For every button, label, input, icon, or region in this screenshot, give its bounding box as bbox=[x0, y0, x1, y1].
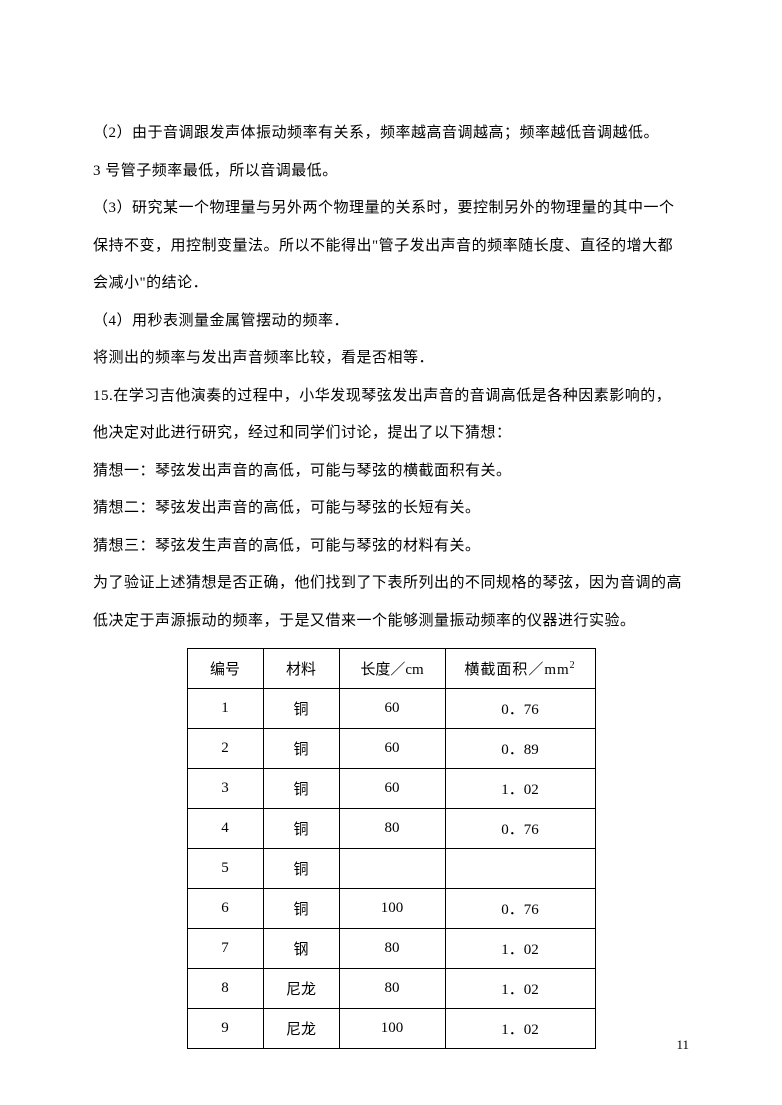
table-body: 1铜600．762铜600．893铜601．024铜800．765铜6铜1000… bbox=[187, 689, 595, 1049]
paragraph: 保持不变，用控制变量法。所以不能得出"管子发出声音的频率随长度、直径的增大都 bbox=[93, 228, 689, 266]
cell-material: 尼龙 bbox=[263, 969, 339, 1009]
cell-area: 0．76 bbox=[445, 689, 595, 729]
page-number: 11 bbox=[676, 1037, 689, 1053]
string-specs-table: 编号 材料 长度／cm 横截面积／mm2 1铜600．762铜600．893铜6… bbox=[187, 648, 596, 1049]
cell-area: 1．02 bbox=[445, 929, 595, 969]
cell-material: 铜 bbox=[263, 889, 339, 929]
paragraph: （2）由于音调跟发声体振动频率有关系，频率越高音调越高；频率越低音调越低。 bbox=[93, 115, 689, 153]
cell-area: 1．02 bbox=[445, 1009, 595, 1049]
header-material: 材料 bbox=[263, 649, 339, 689]
cell-id: 4 bbox=[187, 809, 263, 849]
cell-material: 铜 bbox=[263, 769, 339, 809]
cell-id: 5 bbox=[187, 849, 263, 889]
cell-length: 60 bbox=[339, 689, 445, 729]
paragraph: 3 号管子频率最低，所以音调最低。 bbox=[93, 153, 689, 191]
paragraph: 他决定对此进行研究，经过和同学们讨论，提出了以下猜想： bbox=[93, 415, 689, 453]
table-row: 4铜800．76 bbox=[187, 809, 595, 849]
table-header-row: 编号 材料 长度／cm 横截面积／mm2 bbox=[187, 649, 595, 689]
table-row: 8尼龙801．02 bbox=[187, 969, 595, 1009]
cell-length: 80 bbox=[339, 809, 445, 849]
table-row: 9尼龙1001．02 bbox=[187, 1009, 595, 1049]
header-area: 横截面积／mm2 bbox=[445, 649, 595, 689]
paragraph: 为了验证上述猜想是否正确，他们找到了下表所列出的不同规格的琴弦，因为音调的高 bbox=[93, 565, 689, 603]
cell-length bbox=[339, 849, 445, 889]
cell-length: 100 bbox=[339, 889, 445, 929]
cell-material: 铜 bbox=[263, 689, 339, 729]
cell-material: 铜 bbox=[263, 849, 339, 889]
cell-id: 3 bbox=[187, 769, 263, 809]
table-row: 5铜 bbox=[187, 849, 595, 889]
paragraph: 会减小"的结论． bbox=[93, 265, 689, 303]
paragraph: 猜想三：琴弦发生声音的高低，可能与琴弦的材料有关。 bbox=[93, 528, 689, 566]
cell-length: 80 bbox=[339, 969, 445, 1009]
cell-area: 1．02 bbox=[445, 969, 595, 1009]
paragraph: 15.在学习吉他演奏的过程中，小华发现琴弦发出声音的音调高低是各种因素影响的， bbox=[93, 378, 689, 416]
paragraph: （3）研究某一个物理量与另外两个物理量的关系时，要控制另外的物理量的其中一个 bbox=[93, 190, 689, 228]
cell-area: 1．02 bbox=[445, 769, 595, 809]
cell-id: 1 bbox=[187, 689, 263, 729]
cell-id: 2 bbox=[187, 729, 263, 769]
paragraph: 猜想一：琴弦发出声音的高低，可能与琴弦的横截面积有关。 bbox=[93, 453, 689, 491]
header-id: 编号 bbox=[187, 649, 263, 689]
cell-id: 6 bbox=[187, 889, 263, 929]
table-container: 编号 材料 长度／cm 横截面积／mm2 1铜600．762铜600．893铜6… bbox=[93, 648, 689, 1049]
table-row: 7钢801．02 bbox=[187, 929, 595, 969]
cell-length: 80 bbox=[339, 929, 445, 969]
cell-area: 0．76 bbox=[445, 809, 595, 849]
cell-length: 100 bbox=[339, 1009, 445, 1049]
cell-id: 9 bbox=[187, 1009, 263, 1049]
cell-length: 60 bbox=[339, 769, 445, 809]
header-area-sup: 2 bbox=[570, 660, 576, 671]
header-length: 长度／cm bbox=[339, 649, 445, 689]
cell-id: 8 bbox=[187, 969, 263, 1009]
paragraph: （4）用秒表测量金属管摆动的频率． bbox=[93, 303, 689, 341]
paragraph: 低决定于声源振动的频率，于是又借来一个能够测量振动频率的仪器进行实验。 bbox=[93, 603, 689, 641]
cell-area bbox=[445, 849, 595, 889]
header-area-text: 横截面积／mm bbox=[464, 662, 569, 678]
table-row: 1铜600．76 bbox=[187, 689, 595, 729]
paragraph: 猜想二：琴弦发出声音的高低，可能与琴弦的长短有关。 bbox=[93, 490, 689, 528]
paragraph: 将测出的频率与发出声音频率比较，看是否相等． bbox=[93, 340, 689, 378]
table-row: 6铜1000．76 bbox=[187, 889, 595, 929]
cell-area: 0．76 bbox=[445, 889, 595, 929]
table-row: 3铜601．02 bbox=[187, 769, 595, 809]
document-page: （2）由于音调跟发声体振动频率有关系，频率越高音调越高；频率越低音调越低。 3 … bbox=[0, 0, 782, 1099]
cell-material: 铜 bbox=[263, 729, 339, 769]
cell-material: 铜 bbox=[263, 809, 339, 849]
cell-area: 0．89 bbox=[445, 729, 595, 769]
cell-id: 7 bbox=[187, 929, 263, 969]
cell-length: 60 bbox=[339, 729, 445, 769]
cell-material: 尼龙 bbox=[263, 1009, 339, 1049]
cell-material: 钢 bbox=[263, 929, 339, 969]
table-row: 2铜600．89 bbox=[187, 729, 595, 769]
